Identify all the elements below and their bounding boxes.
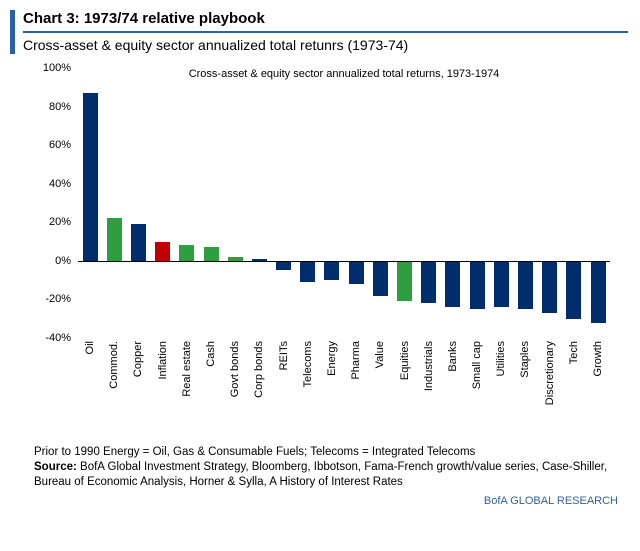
- bar-column: [368, 68, 392, 338]
- x-axis-label: Telecoms: [301, 341, 314, 388]
- bar: [276, 260, 292, 271]
- bar: [566, 260, 582, 319]
- bar-column: [489, 68, 513, 338]
- y-tick-label: -40%: [45, 332, 71, 344]
- header-accent-bar: [10, 10, 15, 54]
- y-tick-label: -20%: [45, 293, 71, 306]
- bar: [372, 260, 388, 296]
- x-axis-label: REITs: [277, 341, 290, 371]
- bar: [130, 224, 146, 261]
- y-tick-label: 80%: [48, 100, 71, 113]
- x-axis-label: Inflation: [156, 341, 169, 380]
- bar: [82, 93, 98, 261]
- plot-inner-title: Cross-asset & equity sector annualized t…: [188, 68, 500, 80]
- bar-column: [126, 68, 150, 338]
- bar: [155, 241, 171, 261]
- x-axis-label: Industrials: [422, 341, 435, 392]
- x-axis-label: Copper: [132, 341, 145, 378]
- chart-title: Chart 3: 1973/74 relative playbook: [23, 10, 265, 27]
- x-axis-label: Banks: [446, 341, 459, 372]
- bar-column: [586, 68, 610, 338]
- x-axis-label: Equities: [398, 341, 411, 381]
- chart-header: Chart 3: 1973/74 relative playbook Cross…: [10, 10, 628, 54]
- bar: [397, 260, 413, 302]
- bar-column: [151, 68, 175, 338]
- source-label: Source:: [34, 461, 77, 473]
- bar-column: [320, 68, 344, 338]
- bar-column: [199, 68, 223, 338]
- x-axis-label: Energy: [325, 341, 338, 376]
- bar-column: [513, 68, 537, 338]
- bar-column: [392, 68, 416, 338]
- bar-column: [223, 68, 247, 338]
- bar: [421, 260, 437, 304]
- bar-column: [465, 68, 489, 338]
- bar: [493, 260, 509, 308]
- bofa-global-research-brand: BofA GLOBAL RESEARCH: [483, 495, 618, 507]
- x-axis-label: Tech: [567, 341, 580, 365]
- y-tick-label: 60%: [48, 139, 71, 152]
- bar-column: [272, 68, 296, 338]
- bar-series: [78, 68, 610, 338]
- bar: [469, 260, 485, 310]
- x-axis-label: Discretionary: [543, 341, 556, 406]
- y-tick-label: 0%: [55, 254, 71, 267]
- x-axis-label: Cash: [205, 341, 218, 367]
- bar: [348, 260, 364, 284]
- bar: [445, 260, 461, 308]
- bar-column: [175, 68, 199, 338]
- bar-column: [441, 68, 465, 338]
- source-line: Source: BofA Global Investment Strategy,…: [34, 460, 620, 490]
- y-axis: 100% 80% 60% 40% 20% 0% -20% -40%: [30, 62, 78, 344]
- bar-column: [538, 68, 562, 338]
- bar: [179, 245, 195, 261]
- x-axis-label: Utilities: [495, 341, 508, 377]
- y-tick-label: 100%: [42, 62, 71, 74]
- bar: [542, 260, 558, 313]
- bar-column: [102, 68, 126, 338]
- chart-area: 100% 80% 60% 40% 20% 0% -20% -40% Cross-asset &…: [30, 62, 610, 441]
- bar: [324, 260, 340, 281]
- x-axis-label: Pharma: [350, 341, 363, 380]
- footnote: Prior to 1990 Energy = Oil, Gas & Consum…: [34, 446, 476, 458]
- x-axis-label: Growth: [592, 341, 605, 377]
- header-rule: [23, 31, 628, 33]
- x-axis-label: Corp bonds: [253, 341, 266, 398]
- x-axis-label: Govt bonds: [229, 341, 242, 398]
- y-tick-label: 20%: [48, 216, 71, 229]
- bar-column: [247, 68, 271, 338]
- bar: [203, 247, 219, 261]
- zero-baseline: [78, 260, 610, 262]
- x-axis-label: Oil: [84, 341, 97, 355]
- x-axis-label: Staples: [519, 341, 532, 378]
- bar: [227, 257, 243, 261]
- y-tick-label: 40%: [48, 177, 71, 190]
- bar: [106, 218, 122, 261]
- bar-column: [344, 68, 368, 338]
- x-axis-label: Small cap: [471, 341, 484, 390]
- x-axis-label: Commod.: [108, 341, 121, 389]
- chart-subtitle: Cross-asset & equity sector annualized t…: [23, 37, 409, 53]
- bar-column: [78, 68, 102, 338]
- bar: [300, 260, 316, 283]
- x-axis-label: Real estate: [180, 341, 193, 397]
- bar-column: [296, 68, 320, 338]
- x-axis-label: Value: [374, 341, 387, 369]
- bar: [517, 260, 533, 310]
- bar-column: [417, 68, 441, 338]
- plot-area: Cross-asset & equity sector annualized t…: [78, 68, 610, 338]
- source-text: BofA Global Investment Strategy, Bloombe…: [34, 461, 608, 488]
- bar: [251, 258, 267, 261]
- bar: [590, 260, 606, 323]
- x-axis-labels: Oil Commod. Copper Inflation Real estate Cash…: [78, 341, 610, 441]
- bar-column: [562, 68, 586, 338]
- chart-footer: Prior to 1990 Energy = Oil, Gas & Consum…: [34, 445, 620, 509]
